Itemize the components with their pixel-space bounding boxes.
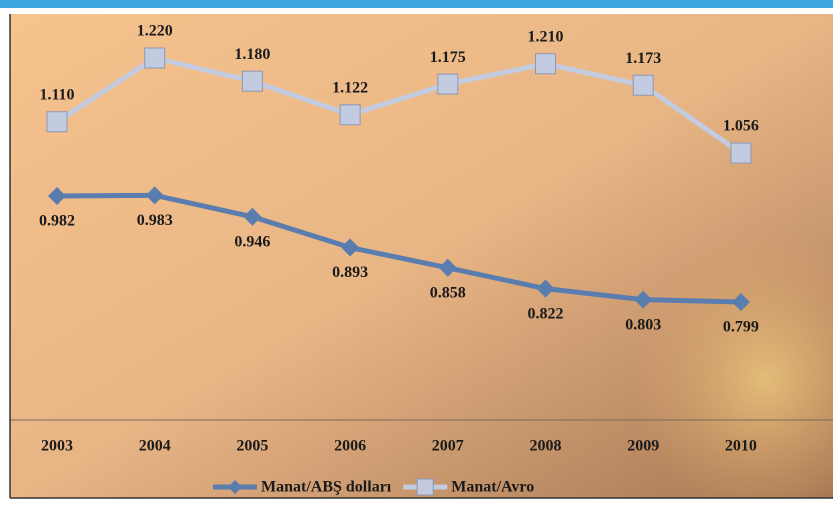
data-label: 0.982 [39,213,75,230]
data-label: 1.180 [234,46,270,63]
data-label: 1.220 [137,23,173,40]
marker [634,290,653,309]
marker [632,74,654,96]
marker [243,207,262,226]
x-tick-label: 2006 [334,438,366,455]
data-label: 1.173 [625,50,661,67]
series-line [55,55,743,156]
legend-marker [416,478,434,496]
marker [144,47,166,69]
series-line [56,192,741,305]
x-tick-label: 2008 [530,438,562,455]
marker [145,186,164,205]
data-label: 0.858 [430,284,466,301]
marker [438,258,457,277]
data-label: 1.210 [528,28,564,45]
legend-label: Manat/ABŞ dolları [261,479,392,496]
marker [46,111,68,133]
marker [341,238,360,257]
legend-label: Manat/Avro [451,479,534,496]
x-tick-label: 2007 [432,438,464,455]
top-bar [0,0,833,8]
data-label: 1.110 [39,86,74,103]
data-label: 1.056 [723,118,759,135]
decor [560,200,833,498]
x-tick-label: 2003 [41,438,73,455]
legend-marker [228,480,242,494]
marker [339,104,361,126]
marker [241,70,263,92]
x-tick-label: 2005 [236,438,268,455]
x-tick-label: 2004 [139,438,171,455]
data-label: 1.175 [430,49,466,66]
marker [48,186,66,205]
data-label: 1.122 [332,79,368,96]
data-label: 0.799 [723,319,759,336]
data-label: 0.803 [625,316,661,333]
x-tick-label: 2010 [725,438,757,455]
data-label: 0.983 [137,212,173,229]
marker [730,142,752,164]
marker [731,293,750,311]
x-tick-label: 2009 [627,438,659,455]
marker [536,279,555,298]
data-label: 0.822 [528,305,564,322]
data-label: 0.893 [332,264,368,281]
marker [535,53,556,75]
marker [437,73,459,95]
data-label: 0.946 [234,233,270,250]
